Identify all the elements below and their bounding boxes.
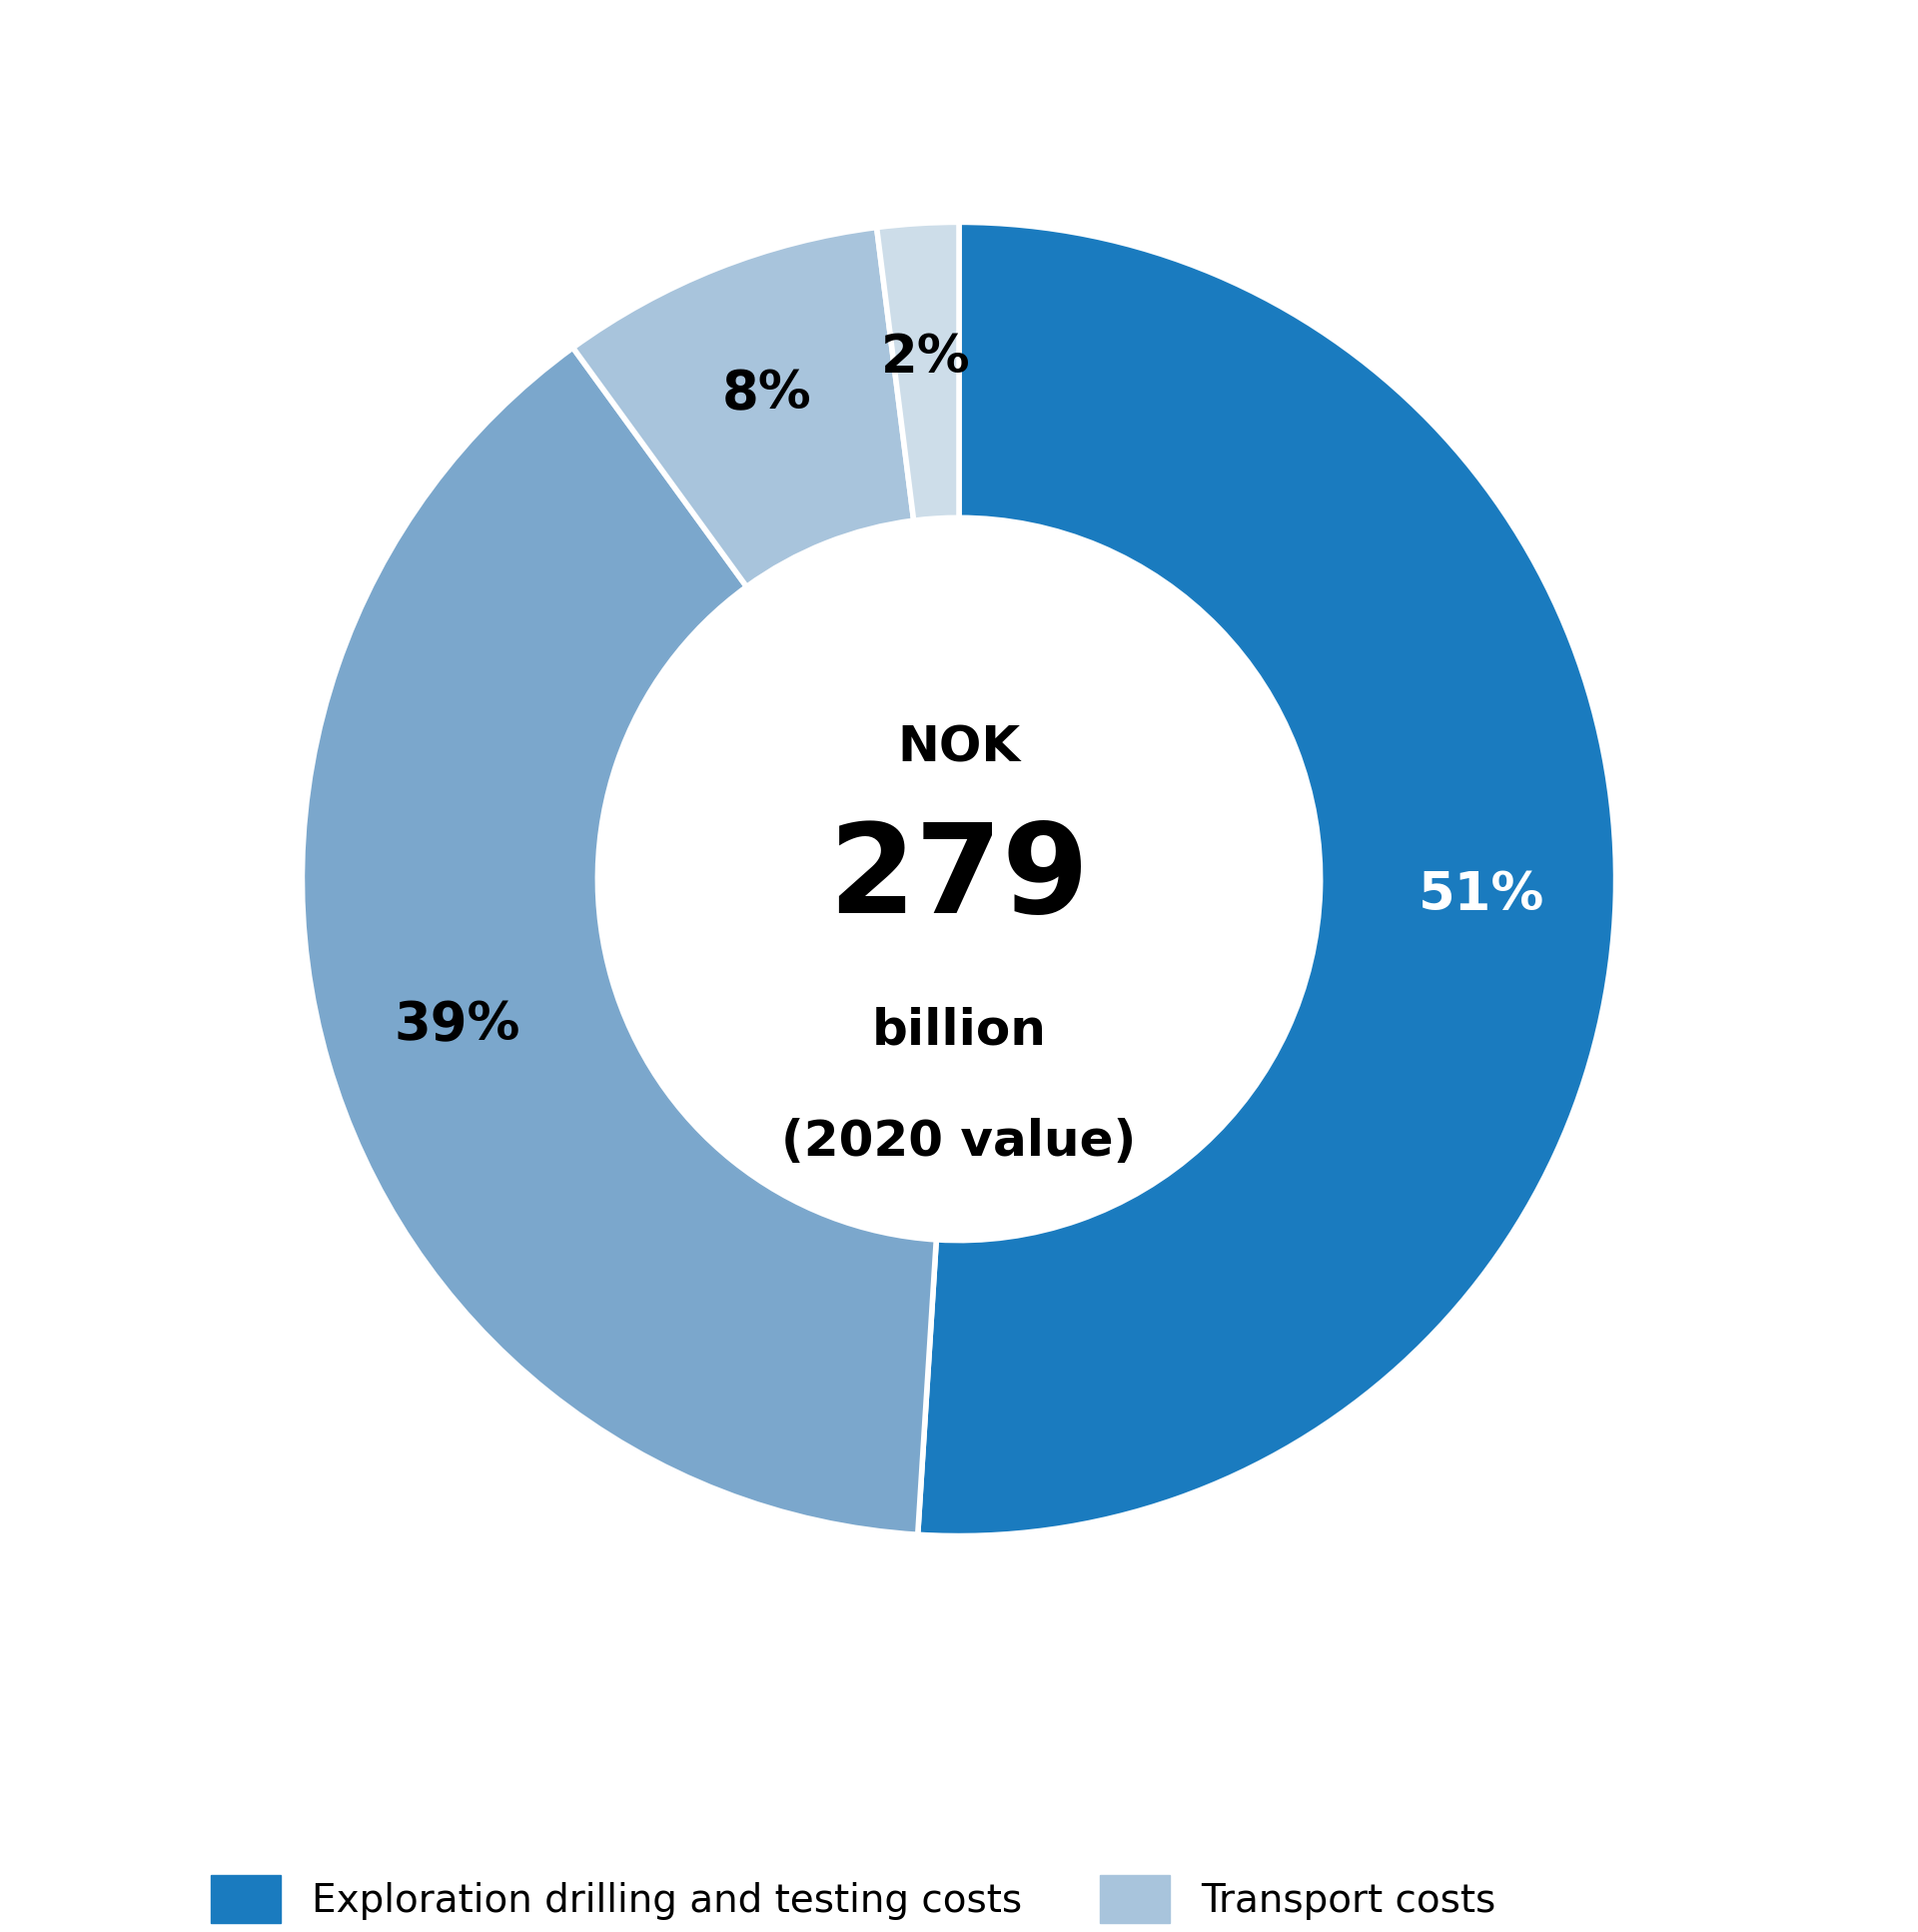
Text: billion: billion — [871, 1007, 1047, 1055]
Text: (2020 value): (2020 value) — [781, 1119, 1137, 1165]
Text: 39%: 39% — [395, 999, 520, 1051]
Text: 2%: 2% — [882, 332, 971, 384]
Wedge shape — [877, 222, 959, 520]
Text: NOK: NOK — [898, 724, 1020, 771]
Text: 8%: 8% — [721, 367, 811, 419]
Text: 51%: 51% — [1417, 869, 1544, 922]
Wedge shape — [917, 222, 1615, 1536]
Legend: Exploration drilling and testing costs, Drilling facility costs, Transport costs: Exploration drilling and testing costs, … — [192, 1857, 1726, 1932]
Wedge shape — [573, 228, 913, 587]
Text: 279: 279 — [829, 819, 1089, 939]
Wedge shape — [303, 348, 936, 1534]
